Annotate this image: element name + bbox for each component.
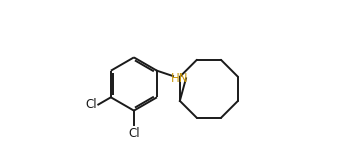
Text: HN: HN <box>171 72 189 85</box>
Text: Cl: Cl <box>86 98 97 111</box>
Text: Cl: Cl <box>128 127 140 140</box>
